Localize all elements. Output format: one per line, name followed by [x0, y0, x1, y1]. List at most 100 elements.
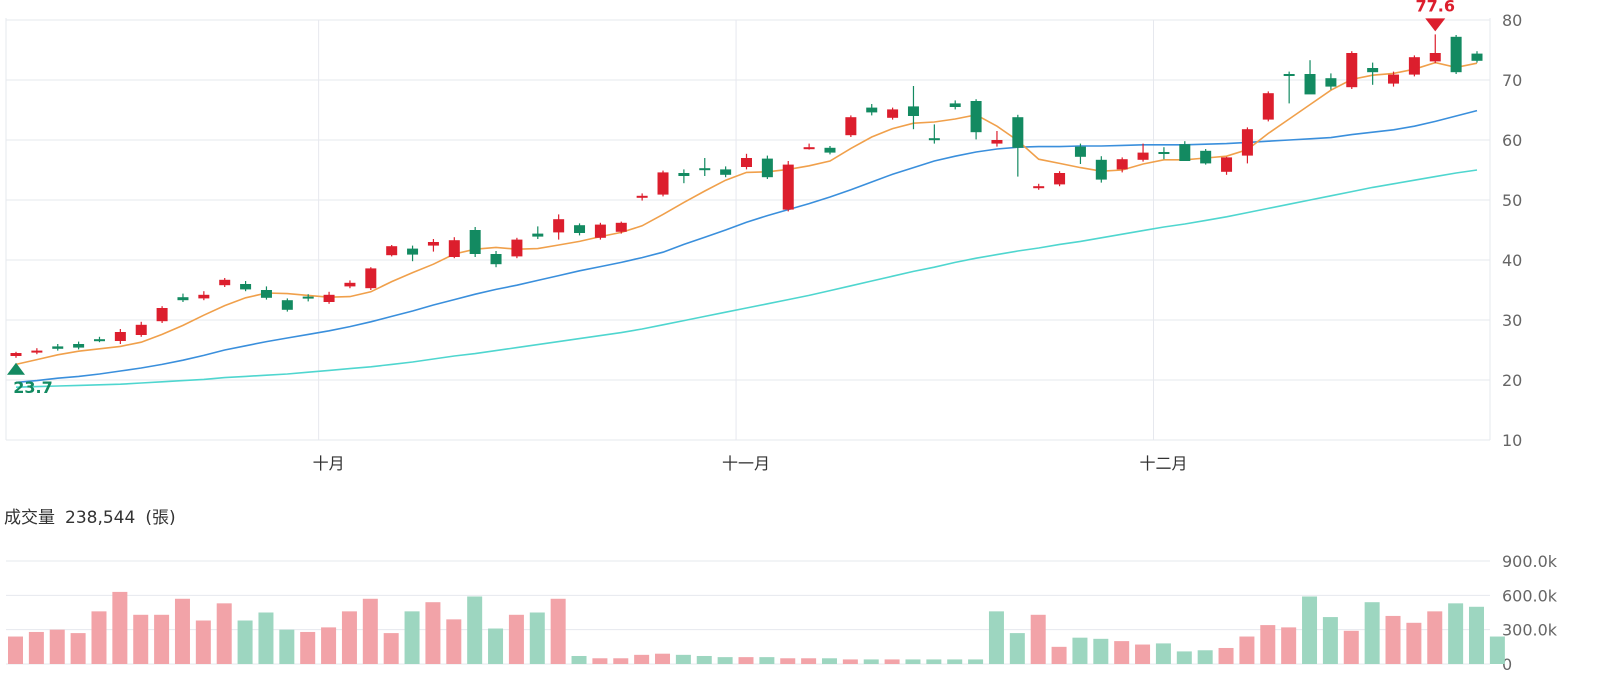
volume-value: 238,544	[65, 508, 136, 528]
volume-y-tick-label: 900.0k	[1502, 552, 1558, 571]
candle-body	[1179, 144, 1191, 161]
candle-body	[907, 106, 919, 116]
candle-body	[52, 346, 64, 349]
candle-body	[1137, 152, 1149, 160]
volume-bar	[947, 659, 963, 664]
volume-bar	[988, 611, 1004, 664]
volume-bar	[112, 591, 128, 664]
candle-body	[866, 107, 878, 113]
volume-bar	[279, 629, 295, 664]
candle-body	[240, 284, 252, 290]
volume-bar	[1260, 625, 1276, 664]
volume-bar	[905, 659, 921, 664]
volume-bar	[216, 603, 232, 664]
volume-bar	[446, 619, 462, 664]
volume-bar	[258, 612, 274, 664]
volume-bar	[425, 602, 441, 664]
candle-body	[845, 117, 857, 136]
candle-body	[678, 173, 690, 176]
volume-bar	[383, 633, 399, 664]
candle-body	[407, 248, 419, 255]
volume-bar	[28, 631, 44, 664]
candle-body	[970, 101, 982, 133]
volume-bar	[1176, 651, 1192, 664]
volume-bar	[1093, 638, 1109, 664]
candle-body	[386, 246, 398, 256]
candle-body	[574, 225, 586, 233]
candle-body	[741, 158, 752, 167]
candle-body	[198, 294, 210, 299]
volume-bar	[884, 659, 900, 664]
volume-title: 成交量	[4, 508, 55, 528]
volume-bar	[738, 657, 754, 664]
low-price-marker	[7, 362, 25, 375]
volume-bar	[801, 658, 817, 664]
candle-body	[1429, 53, 1441, 62]
candle-body	[1033, 186, 1045, 189]
volume-bar	[133, 614, 149, 664]
candle-body	[156, 308, 168, 322]
y-tick-label: 50	[1502, 191, 1522, 210]
candle-body	[887, 109, 899, 118]
volume-bar	[1155, 643, 1171, 664]
volume-bar	[926, 659, 942, 664]
volume-bar	[300, 631, 316, 664]
candle-body	[720, 169, 732, 175]
candle-body	[10, 353, 22, 356]
volume-bar	[842, 659, 858, 664]
candle-body	[469, 230, 481, 254]
volume-bar	[550, 598, 566, 664]
volume-bar	[717, 657, 733, 664]
volume-bar	[467, 596, 483, 664]
candle-body	[1241, 129, 1253, 156]
volume-bar	[488, 628, 504, 664]
candle-body	[1158, 152, 1170, 154]
volume-bar	[571, 655, 587, 664]
volume-bar	[8, 636, 23, 664]
volume-bar	[1385, 615, 1401, 664]
x-month-label: 十月	[313, 454, 345, 473]
y-tick-label: 40	[1502, 251, 1522, 270]
candle-body	[1221, 157, 1233, 172]
volume-bar	[1239, 636, 1255, 664]
y-tick-label: 20	[1502, 371, 1522, 390]
candle-body	[594, 224, 606, 238]
ma-long-line	[15, 169, 1478, 388]
volume-bar	[1281, 627, 1297, 664]
y-tick-label: 80	[1502, 11, 1522, 30]
candle-body	[782, 164, 794, 210]
ma-short-line	[15, 61, 1478, 366]
volume-bar	[508, 614, 524, 664]
volume-bar	[1135, 644, 1151, 664]
volume-bar	[1302, 596, 1318, 664]
volume-bar	[529, 612, 545, 664]
volume-header: 成交量 238,544 (張)	[4, 503, 186, 528]
candle-body	[553, 219, 565, 233]
candle-body	[73, 344, 85, 348]
candle-body	[302, 296, 314, 299]
candle-body	[344, 282, 356, 287]
volume-bar	[592, 658, 608, 664]
volume-bar	[968, 659, 984, 664]
candle-body	[511, 239, 523, 257]
candle-body	[1450, 36, 1462, 73]
candle-body	[1346, 53, 1358, 88]
candle-body	[636, 195, 648, 198]
candle-body	[532, 233, 544, 237]
volume-bar	[70, 633, 86, 664]
volume-bar	[1051, 646, 1067, 664]
candle-body	[323, 294, 335, 302]
candle-body	[1054, 173, 1066, 185]
volume-bar	[1218, 647, 1234, 664]
candle-body	[1304, 74, 1316, 95]
volume-y-tick-label: 0	[1502, 655, 1512, 674]
candle-body	[93, 339, 105, 342]
high-price-marker	[1425, 18, 1446, 32]
volume-bar	[1427, 611, 1443, 664]
high-price-label: 77.6	[1416, 0, 1455, 15]
volume-bar	[1406, 622, 1422, 664]
volume-bar	[1114, 641, 1130, 664]
ma-mid-line	[15, 109, 1478, 384]
volume-bar	[696, 655, 712, 664]
